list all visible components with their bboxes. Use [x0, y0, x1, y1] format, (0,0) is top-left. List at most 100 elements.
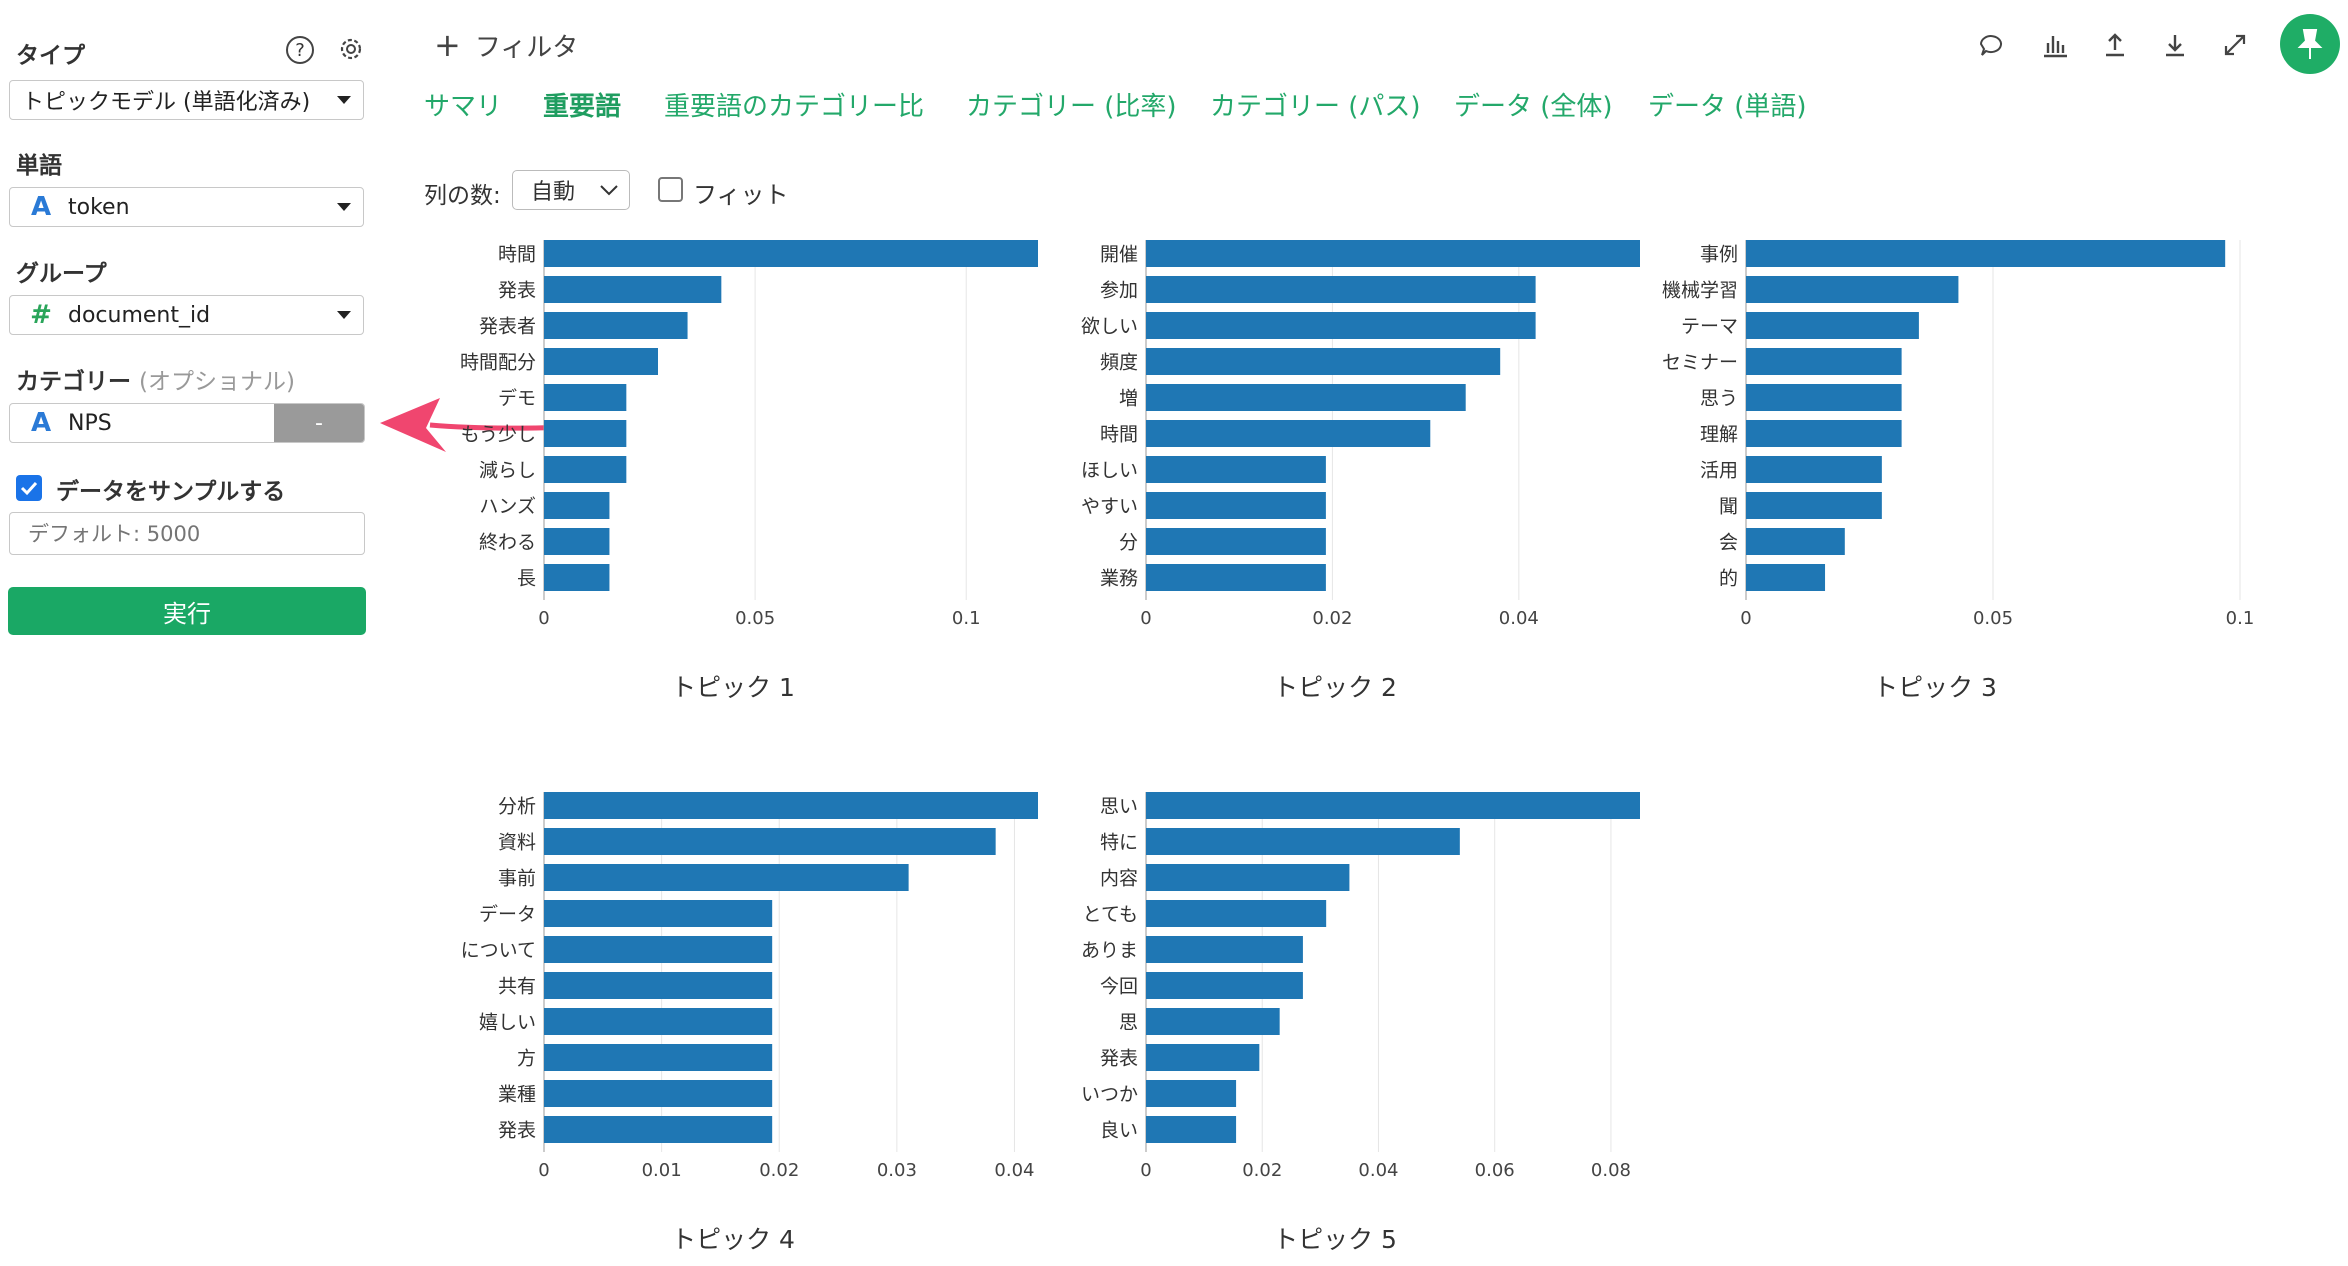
- download-icon[interactable]: [2158, 28, 2192, 62]
- bar: [1746, 384, 1902, 411]
- tick-label: 0.06: [1475, 1160, 1515, 1181]
- category-label-text: カテゴリー: [16, 369, 131, 395]
- category-label: 減らし: [479, 460, 536, 482]
- tick-label: 0.1: [2226, 608, 2255, 629]
- bar: [544, 972, 773, 999]
- text-type-icon: A: [30, 408, 52, 438]
- tick-label: 0: [1140, 1160, 1151, 1181]
- bar: [1746, 492, 1882, 519]
- category-label: 欲しい: [1081, 316, 1138, 338]
- bar: [1146, 792, 1640, 819]
- category-label: データ: [479, 904, 536, 926]
- type-select-value: トピックモデル (単語化済み): [22, 90, 311, 115]
- category-select[interactable]: A NPS -: [9, 403, 365, 443]
- bar: [1146, 276, 1536, 303]
- bar: [1746, 240, 2226, 267]
- bar: [544, 1080, 773, 1107]
- category-label: 今回: [1100, 976, 1138, 998]
- tab-category-ratio[interactable]: カテゴリー (比率): [966, 92, 1177, 122]
- tab-data-words[interactable]: データ (単語): [1648, 92, 1807, 122]
- chart-title: トピック 2: [1273, 673, 1397, 702]
- bar: [1146, 456, 1326, 483]
- category-label: 時間: [1100, 424, 1138, 446]
- group-select-value: document_id: [68, 302, 211, 328]
- category-label: 発表: [498, 280, 536, 302]
- filter-label: フィルタ: [474, 32, 579, 63]
- tab-summary[interactable]: サマリ: [424, 92, 503, 122]
- category-label: 方: [517, 1048, 536, 1070]
- bar: [544, 312, 688, 339]
- columns-select-value: 自動: [531, 180, 576, 205]
- chevron-down-icon: [337, 311, 351, 319]
- category-label: 増: [1119, 388, 1138, 410]
- chevron-down-icon: [337, 203, 351, 211]
- pin-icon[interactable]: [2280, 14, 2340, 74]
- category-optional-text: (オプショナル): [139, 369, 295, 395]
- bar: [544, 1044, 773, 1071]
- bar: [1146, 240, 1640, 267]
- bar: [1146, 864, 1350, 891]
- bar: [1746, 564, 1826, 591]
- bar: [1746, 348, 1902, 375]
- type-select[interactable]: トピックモデル (単語化済み): [9, 80, 364, 120]
- type-label: タイプ: [16, 43, 85, 69]
- tick-label: 0.1: [952, 608, 981, 629]
- bar: [1146, 420, 1431, 447]
- tick-label: 0.02: [1242, 1160, 1282, 1181]
- tab-important-words[interactable]: 重要語: [543, 92, 622, 122]
- category-label: 思い: [1100, 796, 1138, 818]
- category-label: 頻度: [1100, 352, 1138, 374]
- bar: [544, 276, 722, 303]
- bar: [1146, 528, 1326, 555]
- category-label: 嬉しい: [479, 1012, 536, 1034]
- tab-category-path[interactable]: カテゴリー (パス): [1210, 92, 1421, 122]
- tick-label: 0.05: [1973, 608, 2013, 629]
- word-select[interactable]: A token: [9, 187, 364, 227]
- category-label: やすい: [1081, 496, 1138, 518]
- category-label: 長: [517, 568, 536, 590]
- category-label: 聞: [1719, 496, 1738, 518]
- help-icon[interactable]: ?: [286, 36, 314, 64]
- category-label: 思: [1119, 1012, 1138, 1034]
- category-label: 発表者: [479, 316, 536, 338]
- bar: [1146, 1080, 1237, 1107]
- group-select[interactable]: # document_id: [9, 295, 364, 335]
- chart-title: トピック 5: [1273, 1225, 1397, 1254]
- gear-icon[interactable]: [336, 34, 366, 64]
- bar: [544, 240, 1038, 267]
- bar: [1746, 456, 1882, 483]
- word-label: 単語: [16, 153, 62, 179]
- category-label: もう少し: [461, 424, 536, 446]
- tick-label: 0: [1740, 608, 1751, 629]
- bar: [544, 936, 773, 963]
- upload-icon[interactable]: [2098, 28, 2132, 62]
- fit-label: フィット: [693, 181, 789, 209]
- tab-important-words-category-ratio[interactable]: 重要語のカテゴリー比: [664, 92, 925, 122]
- bar: [544, 384, 627, 411]
- category-remove-button[interactable]: -: [274, 404, 364, 442]
- expand-icon[interactable]: [2218, 28, 2252, 62]
- fit-checkbox[interactable]: [658, 177, 683, 202]
- sample-size-input[interactable]: [9, 512, 365, 555]
- filter-button[interactable]: + フィルタ: [434, 26, 578, 64]
- tab-data-all[interactable]: データ (全体): [1454, 92, 1613, 122]
- category-label: いつか: [1081, 1084, 1138, 1106]
- tick-label: 0.08: [1591, 1160, 1631, 1181]
- bar: [1146, 972, 1303, 999]
- bar: [544, 792, 1038, 819]
- comment-icon[interactable]: [1974, 28, 2008, 62]
- columns-select[interactable]: 自動: [512, 170, 630, 210]
- category-label: カテゴリー (オプショナル): [16, 362, 295, 396]
- tick-label: 0.04: [1358, 1160, 1398, 1181]
- bar: [1146, 900, 1327, 927]
- category-label: 思う: [1700, 388, 1738, 410]
- category-label: 発表: [498, 1120, 536, 1142]
- plus-icon: +: [434, 26, 461, 64]
- run-button[interactable]: 実行: [8, 587, 366, 635]
- category-label: 時間配分: [460, 352, 536, 374]
- chevron-down-icon: [337, 96, 351, 104]
- chart-icon[interactable]: [2038, 28, 2072, 62]
- category-label: 時間: [498, 244, 536, 266]
- tick-label: 0: [1140, 608, 1151, 629]
- sample-checkbox[interactable]: [16, 475, 42, 501]
